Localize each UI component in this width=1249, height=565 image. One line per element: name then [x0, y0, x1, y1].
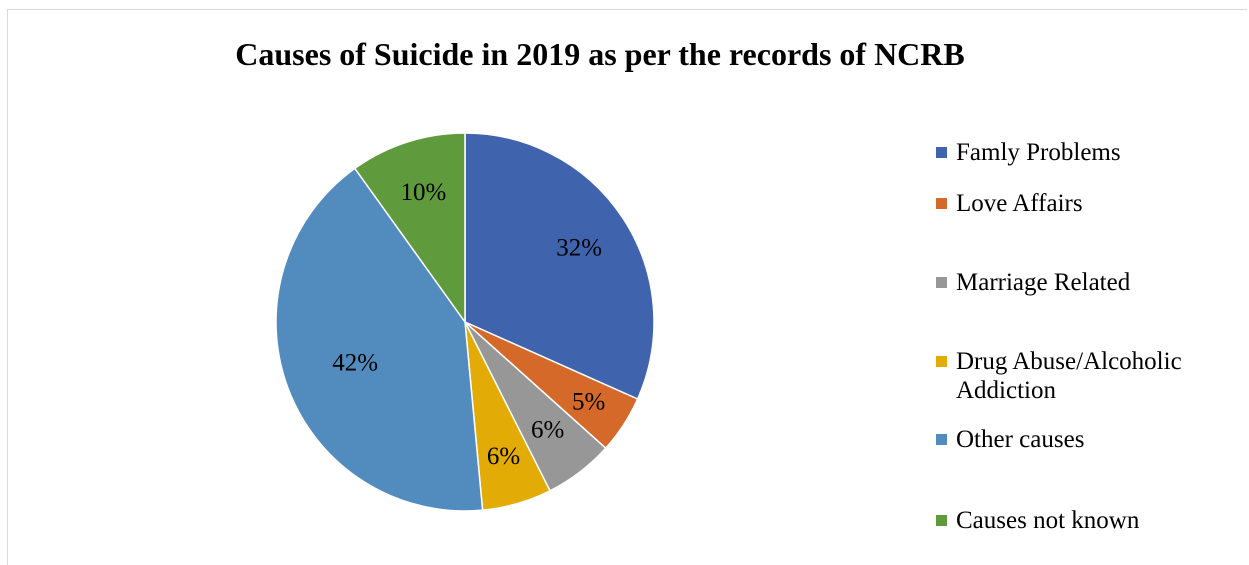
legend-label: Love Affairs [956, 190, 1083, 217]
pie-slice-6 [353, 132, 466, 325]
legend-swatch [936, 277, 947, 288]
pie-data-label: 10% [400, 179, 446, 206]
legend-label: Other causes [956, 426, 1085, 453]
legend-label: Causes not known [956, 507, 1140, 534]
pie-slice-5 [275, 167, 484, 512]
pie-data-labels: 32% 5% 6% 6% 42% 10% [332, 179, 605, 470]
legend-label: Marriage Related [956, 269, 1131, 296]
pie-data-label: 6% [531, 417, 564, 444]
legend-label: Drug Abuse/Alcoholic Addiction [956, 348, 1182, 404]
pie-slice-1 [464, 132, 655, 401]
pie-data-label: 32% [556, 234, 602, 261]
legend-swatch [936, 198, 947, 209]
legend-swatch [936, 147, 947, 158]
pie-slices [275, 132, 655, 512]
legend-swatch [936, 515, 947, 526]
pie-data-label: 6% [487, 443, 520, 470]
chart-area [7, 9, 1247, 565]
legend-swatch [936, 356, 947, 367]
chart-title: Causes of Suicide in 2019 as per the rec… [235, 36, 965, 72]
pie-data-label: 42% [332, 350, 378, 377]
legend-label: Famly Problems [956, 139, 1121, 166]
chart-legend: Famly Problems Love Affairs Marriage Relat… [936, 0, 1246, 564]
pie-data-label: 5% [572, 389, 605, 416]
legend-swatch [936, 434, 947, 445]
